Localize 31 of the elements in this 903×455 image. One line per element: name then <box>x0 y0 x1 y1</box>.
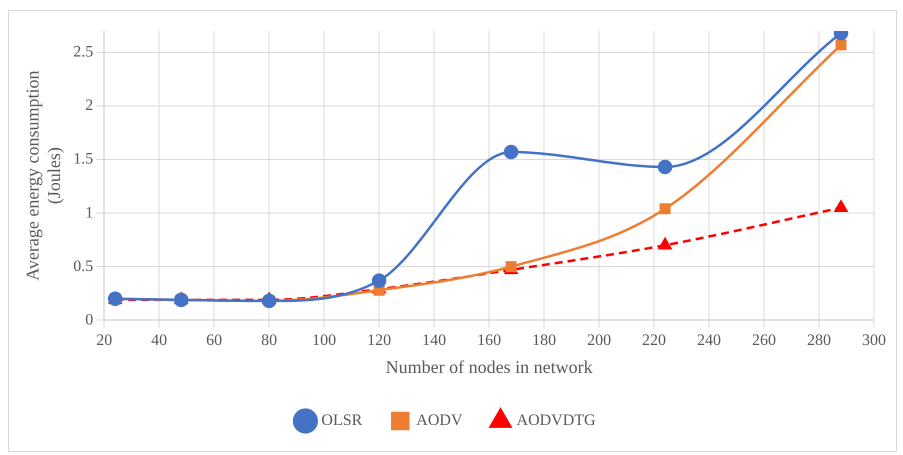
x-tick-label: 220 <box>642 332 666 350</box>
x-tick-label: 180 <box>532 332 556 350</box>
x-tick-label: 240 <box>697 332 722 350</box>
point <box>372 273 386 288</box>
point <box>836 39 846 50</box>
x-tick-label: 160 <box>477 332 502 350</box>
x-tick-label: 120 <box>367 332 392 350</box>
x-axis-title: Number of nodes in network <box>386 356 593 377</box>
legend-label: OLSR <box>321 412 363 430</box>
y-tick-label: 1.5 <box>73 150 94 168</box>
legend-label: AODV <box>416 412 463 430</box>
x-tick-label: 140 <box>422 332 446 350</box>
x-tick-label: 60 <box>206 332 222 350</box>
x-tick-label: 300 <box>862 332 886 350</box>
x-tick-label: 80 <box>261 332 278 350</box>
legend-label: AODVDTG <box>516 412 596 430</box>
y-tick-label: 2.5 <box>73 44 94 61</box>
y-tick-label: 2 <box>85 97 94 114</box>
y-tick-label: 0.5 <box>73 258 94 275</box>
y-tick-label: 0 <box>85 311 94 328</box>
x-tick-label: 260 <box>752 332 776 350</box>
x-tick-label: 100 <box>312 332 336 350</box>
y-tick-label: 1 <box>85 204 94 222</box>
point <box>658 160 672 174</box>
x-tick-label: 20 <box>96 332 112 350</box>
point <box>504 144 518 160</box>
x-tick-label: 200 <box>587 332 612 350</box>
y-axis-title: Average energy consumption (Joules) <box>22 70 64 281</box>
point <box>660 203 671 214</box>
x-tick-label: 280 <box>807 332 832 350</box>
x-tick-label: 40 <box>151 332 168 350</box>
